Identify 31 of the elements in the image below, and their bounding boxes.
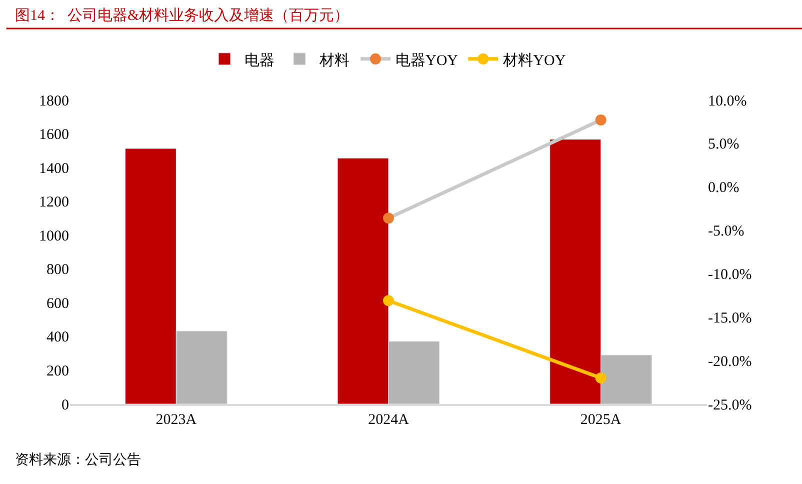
y2-tick-label: -20.0% bbox=[708, 354, 752, 370]
y2-tick-label: 10.0% bbox=[708, 93, 747, 110]
y-tick-label: 400 bbox=[46, 330, 69, 346]
point bbox=[383, 212, 394, 224]
text: 资料来源：公司公告 bbox=[15, 452, 141, 468]
x-tick-label: 2025A bbox=[580, 412, 622, 428]
point bbox=[595, 372, 606, 384]
y-tick-label: 1600 bbox=[39, 127, 69, 144]
y-tick-label: 1800 bbox=[39, 93, 69, 110]
y-tick-label: 600 bbox=[46, 296, 69, 312]
y-tick-label: 0 bbox=[62, 397, 69, 414]
y2-tick-label: -15.0% bbox=[708, 310, 752, 326]
legend-label: 材料 bbox=[318, 52, 350, 69]
x-tick-label: 2024A bbox=[368, 412, 410, 428]
point bbox=[383, 295, 394, 306]
legend-label: 材料YOY bbox=[502, 52, 566, 69]
point bbox=[595, 114, 606, 126]
y2-tick-label: 0.0% bbox=[708, 180, 740, 196]
chart-title: 图14： 公司电器&材料业务收入及增速（百万元） bbox=[15, 7, 350, 24]
legend-label: 电器YOY bbox=[396, 52, 458, 69]
y2-tick-label: -25.0% bbox=[708, 397, 752, 414]
x-tick-label: 2023A bbox=[156, 412, 197, 428]
y-tick-label: 1400 bbox=[39, 160, 69, 177]
y2-tick-label: 5.0% bbox=[708, 136, 740, 153]
y-tick-label: 800 bbox=[46, 262, 69, 278]
y-tick-label: 200 bbox=[46, 363, 69, 380]
y2-tick-label: -5.0% bbox=[708, 224, 744, 240]
y2-tick-label: -10.0% bbox=[708, 266, 752, 283]
y-tick-label: 1000 bbox=[39, 228, 69, 244]
y-tick-label: 1200 bbox=[39, 194, 69, 211]
legend-label: 电器 bbox=[244, 52, 274, 69]
